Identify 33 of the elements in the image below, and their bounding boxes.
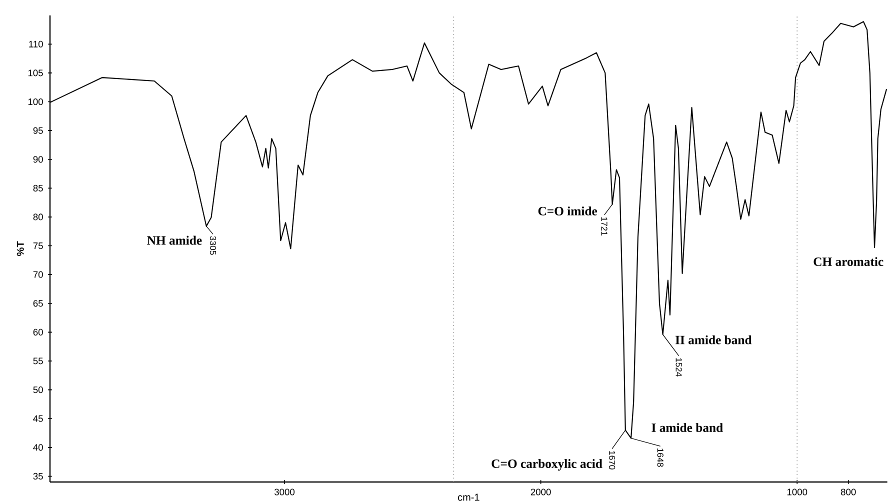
annotation: I amide band	[652, 423, 723, 432]
x-tick-label: 1000	[787, 488, 808, 496]
annotation: 1648	[657, 448, 664, 467]
y-tick-label: 45	[33, 415, 43, 422]
x-axis-title: cm-1	[458, 494, 480, 501]
y-tick-label: 60	[33, 328, 43, 336]
annotation: 1524	[676, 358, 682, 377]
y-axis-title: %T	[16, 241, 24, 256]
annotation: 1721	[601, 217, 608, 236]
y-tick-label: 95	[33, 127, 43, 134]
x-tick-label: 2000	[530, 488, 551, 496]
annotation: CH aromatic	[814, 257, 884, 266]
y-tick-label: 75	[33, 242, 43, 250]
y-tick-label: 65	[33, 300, 43, 307]
y-tick-label: 90	[33, 156, 43, 163]
y-tick-label: 35	[33, 472, 43, 480]
annotation: C=O carboxylic acid	[492, 459, 602, 471]
x-tick-label: 3000	[274, 488, 295, 496]
y-tick-label: 50	[33, 386, 43, 394]
annotation: C=O imide	[538, 206, 598, 216]
y-tick-label: 40	[33, 444, 43, 451]
annotation: NH amide	[147, 236, 202, 245]
x-tick-label: 800	[840, 488, 856, 496]
annotation: 3305	[210, 236, 216, 255]
y-tick-label: 100	[28, 98, 43, 106]
y-tick-label: 55	[33, 358, 43, 364]
y-tick-label: 110	[29, 40, 43, 48]
y-tick-label: 70	[33, 271, 43, 278]
y-tick-label: 80	[33, 214, 43, 220]
annotation: 1670	[608, 451, 616, 470]
y-tick-label: 85	[33, 184, 43, 192]
y-tick-label: 105	[28, 70, 43, 76]
annotation: II amide band	[675, 335, 752, 344]
